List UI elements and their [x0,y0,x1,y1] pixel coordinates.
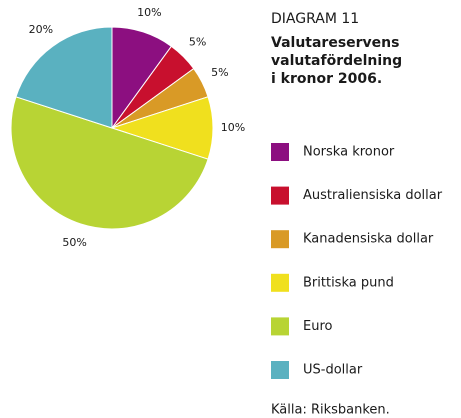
value-label: 10% [221,121,245,134]
legend-swatch [271,317,289,336]
value-label: 10% [137,6,161,19]
legend-swatch [271,143,289,161]
legend-label: Brittiska pund [303,275,394,290]
legend-swatch [271,230,289,249]
chart-title: DIAGRAM 11 [271,11,359,27]
chart-subtitle: valutafördelning [271,53,402,69]
legend-label: US-dollar [303,363,363,378]
legend-swatch [271,361,289,379]
value-label: 50% [62,236,86,249]
legend-label: Euro [303,319,333,334]
value-label: 5% [189,35,206,48]
legend-swatch [271,186,289,205]
value-label: 5% [211,66,228,79]
legend-label: Norska kronor [303,145,395,160]
source: Källa: Riksbanken. [271,403,390,418]
pie-slice [10,96,209,230]
chart-subtitle: i kronor 2006. [271,71,382,87]
legend-label: Australiensiska dollar [303,188,443,203]
legend-swatch [271,273,289,292]
pie-slice [15,26,113,129]
legend-label: Kanadensiska dollar [303,232,434,247]
value-label: 20% [29,23,53,36]
chart-subtitle: Valutareservens [271,35,399,51]
